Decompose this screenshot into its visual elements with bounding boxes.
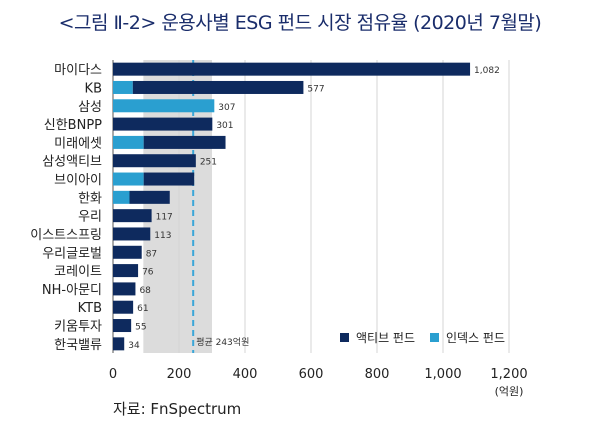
bar-active (113, 154, 196, 168)
category-label: 한국밸류 (54, 338, 102, 353)
category-label: 브이아이 (54, 173, 102, 188)
bar-index (113, 99, 215, 113)
x-tick-label: 1,200 (490, 367, 527, 382)
legend-label-index: 인덱스 펀드 (446, 331, 505, 345)
category-label: NH-아문디 (42, 283, 102, 298)
category-label: 코레이트 (54, 265, 102, 280)
bar-active (113, 300, 134, 314)
data-label: 307 (218, 103, 235, 113)
data-label: 251 (200, 158, 217, 168)
category-label: 삼성액티브 (42, 155, 102, 170)
bar-index (113, 80, 133, 94)
bar-active (113, 227, 151, 241)
bar-active (113, 282, 136, 296)
bar-active (113, 245, 142, 259)
bar-active (113, 319, 132, 333)
bar-active (113, 209, 152, 223)
category-label: 신한BNPP (44, 118, 102, 133)
average-label: 평균 243억원 (196, 336, 249, 348)
category-label: 마이다스 (54, 63, 102, 78)
category-label: 미래에셋 (54, 136, 102, 151)
x-tick-label: 800 (365, 367, 390, 382)
bar-index (113, 190, 130, 204)
data-label: 87 (146, 249, 157, 259)
data-label: 76 (142, 268, 154, 278)
data-label: 68 (139, 286, 151, 296)
category-label: KB (85, 81, 102, 96)
x-tick-label: 600 (299, 367, 324, 382)
category-label: KTB (78, 301, 102, 316)
legend-swatch-index (430, 333, 439, 342)
bar-index (113, 172, 144, 186)
bar-active (113, 62, 471, 76)
bar-active (113, 337, 125, 351)
bar-active (143, 135, 226, 149)
bar-active (143, 172, 195, 186)
chart-title: <그림 Ⅱ-2> 운용사별 ESG 펀드 시장 점유율 (2020년 7월말) (58, 12, 542, 34)
data-label: 113 (154, 231, 171, 241)
data-label: 301 (216, 121, 233, 131)
x-tick-label: 0 (109, 367, 117, 382)
x-tick-label: 1,000 (424, 367, 461, 382)
category-label: 이스트스프링 (30, 228, 102, 243)
category-label: 우리 (78, 210, 102, 225)
legend-swatch-active (340, 333, 349, 342)
category-label: 한화 (78, 191, 102, 206)
data-label: 34 (128, 341, 140, 351)
category-label: 우리글로벌 (42, 246, 102, 261)
legend-label-active: 액티브 펀드 (356, 331, 415, 345)
x-tick-label: 400 (233, 367, 258, 382)
data-label: 61 (137, 304, 148, 314)
data-label: 117 (156, 213, 173, 223)
bar-index (113, 135, 144, 149)
data-label: 1,082 (474, 66, 500, 76)
bar-active (113, 264, 139, 278)
source-note: 자료: FnSpectrum (113, 400, 242, 418)
bar-active (129, 190, 170, 204)
data-label: 577 (307, 84, 324, 94)
category-label: 삼성 (78, 100, 102, 115)
bar-active (113, 117, 213, 131)
bar-active (132, 80, 304, 94)
data-label: 55 (135, 323, 146, 333)
x-unit-label: (억원) (495, 385, 524, 398)
x-tick-label: 200 (167, 367, 192, 382)
category-label: 키움투자 (54, 320, 102, 335)
